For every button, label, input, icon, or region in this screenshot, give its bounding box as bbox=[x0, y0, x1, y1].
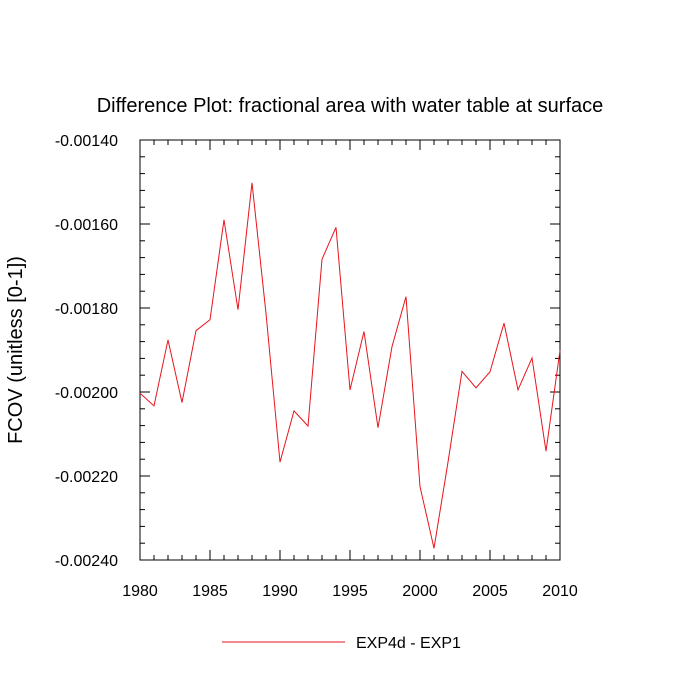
y-tick-label: -0.00240 bbox=[55, 553, 118, 570]
y-tick-label: -0.00220 bbox=[55, 469, 118, 486]
x-tick-label: 2005 bbox=[472, 583, 508, 600]
y-tick-label: -0.00160 bbox=[55, 217, 118, 234]
legend-label: EXP4d - EXP1 bbox=[356, 635, 461, 652]
y-tick-label: -0.00140 bbox=[55, 133, 118, 150]
chart-title: Difference Plot: fractional area with wa… bbox=[97, 95, 604, 117]
series-layer bbox=[139, 182, 561, 549]
x-tick-label: 1995 bbox=[332, 583, 368, 600]
y-axis-label: FCOV (unitless [0-1]) bbox=[5, 256, 27, 444]
legend: EXP4d - EXP1 bbox=[222, 635, 461, 652]
y-tick-label: -0.00180 bbox=[55, 301, 118, 318]
axis-ticks bbox=[139, 139, 561, 561]
x-tick-label: 1990 bbox=[262, 583, 298, 600]
plot-area-frame bbox=[139, 139, 561, 561]
x-tick-label: 1980 bbox=[122, 583, 158, 600]
x-tick-label: 2000 bbox=[402, 583, 438, 600]
x-tick-label: 1985 bbox=[192, 583, 228, 600]
series-line bbox=[139, 182, 561, 549]
axis-tick-labels: 1980 1985 1990 1995 2000 2005 2010 -0.00140 -0.0… bbox=[55, 133, 578, 600]
x-tick-label: 2010 bbox=[542, 583, 578, 600]
y-tick-label: -0.00200 bbox=[55, 385, 118, 402]
